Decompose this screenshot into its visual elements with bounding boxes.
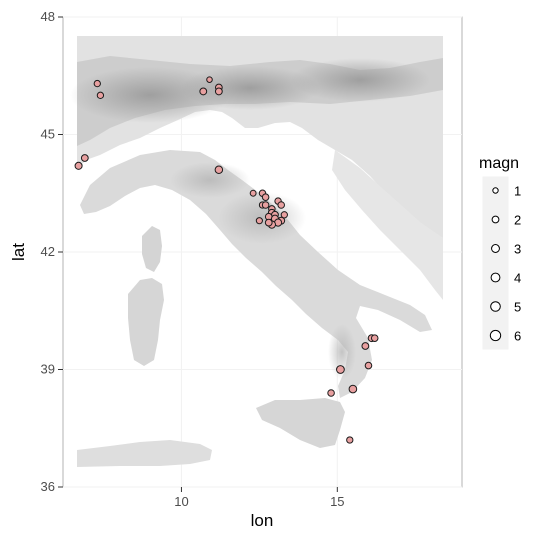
x-axis-title: lon <box>251 511 274 530</box>
y-tick-label-0: 36 <box>41 479 55 494</box>
relief-basemap <box>70 36 443 467</box>
y-tick-label-4: 48 <box>41 9 55 24</box>
earthquake-point-31 <box>336 365 345 374</box>
earthquake-point-32 <box>348 384 358 394</box>
earthquake-point-7 <box>214 87 223 96</box>
earthquake-point-16 <box>277 201 285 209</box>
earthquake-point-25 <box>264 218 273 227</box>
earthquake-point-33 <box>327 389 335 397</box>
earthquake-point-26 <box>280 211 288 219</box>
legend-symbol-6 <box>489 329 502 342</box>
legend-keys: 1 2 3 4 5 6 <box>481 175 521 351</box>
y-axis: 36 39 42 45 48 <box>41 9 63 494</box>
earthquake-point-34 <box>346 436 354 444</box>
legend-key-background <box>481 175 510 351</box>
legend-label-5: 5 <box>514 300 521 315</box>
earthquake-point-29 <box>361 342 370 350</box>
legend-title: magn <box>479 155 519 172</box>
earthquake-point-2 <box>74 161 83 170</box>
y-tick-label-2: 42 <box>41 244 55 259</box>
earthquake-point-9 <box>249 189 257 197</box>
y-tick-label-1: 39 <box>41 362 55 377</box>
x-tick-label-0: 10 <box>174 494 188 509</box>
earthquake-point-5 <box>206 76 213 83</box>
earthquake-point-30 <box>364 361 373 370</box>
y-axis-title: lat <box>9 243 28 261</box>
legend-symbol-1 <box>492 187 499 194</box>
earthquake-point-1 <box>96 91 105 99</box>
earthquake-point-28 <box>370 334 379 342</box>
data-points <box>74 76 379 444</box>
y-tick-label-3: 45 <box>41 127 55 142</box>
legend-symbol-5 <box>490 301 501 312</box>
earthquake-point-0 <box>93 79 101 88</box>
x-tick-label-1: 15 <box>330 494 344 509</box>
earthquake-point-23 <box>255 217 263 225</box>
earthquake-point-8 <box>214 165 224 174</box>
legend-label-6: 6 <box>514 329 521 344</box>
earthquake-point-4 <box>199 87 208 96</box>
earthquake-point-3 <box>80 154 89 162</box>
legend-label-1: 1 <box>514 184 521 199</box>
legend-symbol-3 <box>491 244 500 253</box>
legend-symbol-2 <box>491 215 500 224</box>
earthquake-point-11 <box>261 193 270 201</box>
x-axis: 10 15 <box>174 487 345 509</box>
legend-label-3: 3 <box>514 242 521 257</box>
legend-label-4: 4 <box>514 271 521 286</box>
size-legend: magn 1 2 3 4 5 6 <box>479 155 521 351</box>
legend-symbol-4 <box>490 272 501 283</box>
legend-label-2: 2 <box>514 213 521 228</box>
earthquake-point-13 <box>261 201 270 209</box>
